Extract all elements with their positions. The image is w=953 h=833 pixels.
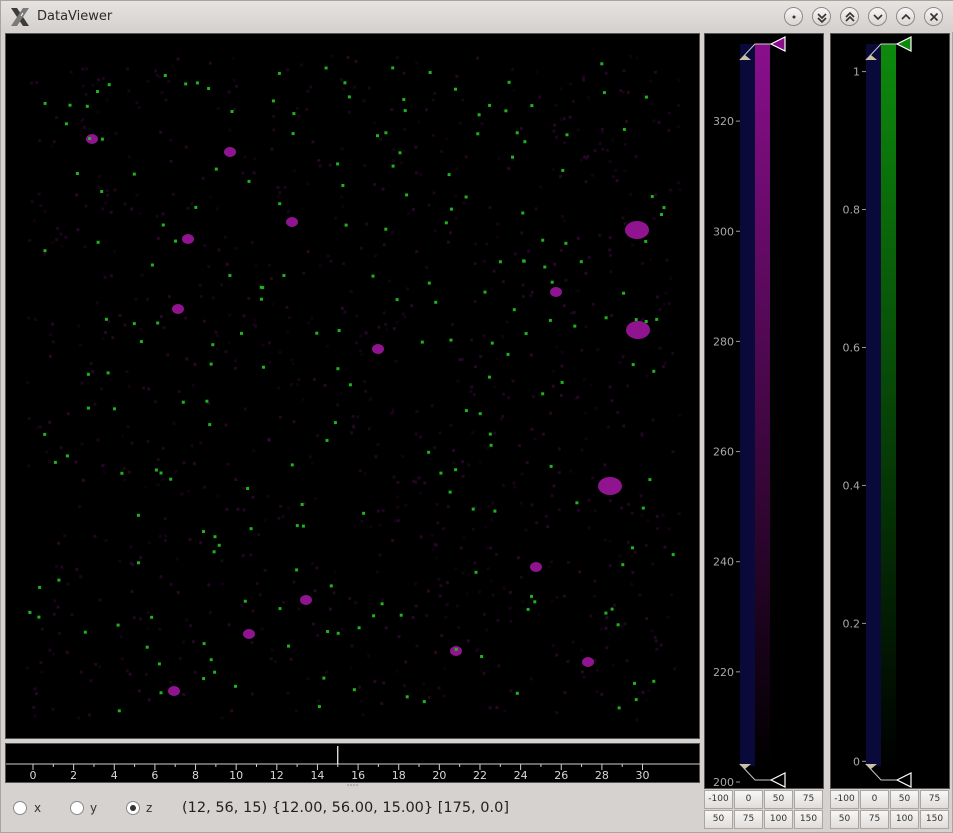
- colorbar-track: [866, 44, 881, 766]
- chevron-up-icon: [901, 13, 911, 20]
- image-view[interactable]: [5, 33, 700, 739]
- shade-button[interactable]: [784, 7, 803, 26]
- coordinate-readout: (12, 56, 15) {12.00, 56.00, 15.00} [175,…: [182, 800, 510, 816]
- colorbar-max-handle[interactable]: [895, 36, 912, 52]
- colorbar-max-marker[interactable]: [739, 55, 751, 60]
- preset-button[interactable]: -100: [704, 790, 733, 809]
- preset-button[interactable]: 75: [734, 810, 763, 829]
- slider-tick-label: 28: [595, 769, 609, 782]
- preset-button[interactable]: 75: [794, 790, 823, 809]
- status-bar: x y z (12, 56, 15) {12.00, 56.00, 15.00}…: [1, 791, 701, 827]
- colorbar-tick-label: 0.8: [843, 204, 861, 217]
- slider-tick-label: 8: [192, 769, 199, 782]
- magenta-blobs: [86, 134, 650, 696]
- colorbar-min-handle[interactable]: [769, 772, 786, 788]
- axis-z-radio[interactable]: [126, 801, 140, 815]
- colorbar-tick-label: 0: [853, 755, 860, 768]
- preset-button[interactable]: -100: [830, 790, 859, 809]
- colorbar-tick-label: 0.6: [843, 341, 861, 354]
- preset-button[interactable]: 75: [920, 790, 949, 809]
- axis-y-label: y: [90, 801, 98, 815]
- colorbar-magenta-presets: -100 0 50 75 50 75 100 150: [704, 790, 824, 830]
- colorbar-tick-label: 300: [713, 225, 734, 238]
- splitter-grip-icon[interactable]: [345, 783, 361, 787]
- volume-slice-image[interactable]: [6, 34, 700, 739]
- maximize-all-button[interactable]: [840, 7, 859, 26]
- colorbar-gradient: [881, 44, 896, 766]
- slice-slider[interactable]: 0 2 4 6 8 10 12 14 16 18 20 22 24 26 28 30: [5, 743, 701, 784]
- preset-button[interactable]: 0: [734, 790, 763, 809]
- preset-button[interactable]: 50: [830, 810, 859, 829]
- slider-tick-label: 20: [432, 769, 446, 782]
- preset-button[interactable]: 100: [764, 810, 793, 829]
- colorbar-tick-label: 280: [713, 335, 734, 348]
- colorbar-tick-label: 200: [713, 776, 734, 789]
- slider-tick-label: 6: [151, 769, 158, 782]
- colorbar-min-marker[interactable]: [739, 764, 751, 769]
- close-button[interactable]: [924, 7, 943, 26]
- slider-tick-label: 30: [636, 769, 650, 782]
- slider-tick-label: 0: [30, 769, 37, 782]
- window-title: DataViewer: [37, 9, 113, 24]
- slider-tick-label: 2: [70, 769, 77, 782]
- noise-layer: [26, 54, 682, 722]
- colorbar-green-presets: -100 0 50 75 50 75 100 150: [830, 790, 950, 830]
- dot-icon: [792, 15, 796, 19]
- preset-button[interactable]: 100: [890, 810, 919, 829]
- colorbar-max-handle[interactable]: [769, 36, 786, 52]
- colorbar-tick-label: 220: [713, 666, 734, 679]
- colorbar-track: [740, 44, 755, 766]
- chevron-down-icon: [873, 14, 883, 21]
- preset-button[interactable]: 50: [704, 810, 733, 829]
- slider-tick-label: 22: [473, 769, 487, 782]
- minimize-all-button[interactable]: [812, 7, 831, 26]
- colorbar-max-marker[interactable]: [865, 55, 877, 60]
- colorbar-tick-label: 260: [713, 446, 734, 459]
- preset-button[interactable]: 0: [860, 790, 889, 809]
- x-logo-icon: [11, 8, 29, 26]
- slider-tick-label: 16: [351, 769, 365, 782]
- colorbar-tick-label: 320: [713, 115, 734, 128]
- colorbar-min-marker[interactable]: [865, 764, 877, 769]
- close-icon: [929, 12, 939, 22]
- colorbar-tick-label: 0.2: [843, 617, 861, 630]
- axis-y-radio[interactable]: [70, 801, 84, 815]
- colorbar-green-graphic[interactable]: 1 0.8 0.6 0.4 0.2 0: [831, 34, 950, 789]
- colorbar-magenta[interactable]: 320 300 280 260 240 220 200: [704, 33, 824, 789]
- minimize-button[interactable]: [868, 7, 887, 26]
- slice-slider-ruler[interactable]: 0 2 4 6 8 10 12 14 16 18 20 22 24 26 28 30: [6, 744, 701, 784]
- axis-z-label: z: [146, 801, 153, 815]
- colorbar-tick-label: 0.4: [843, 479, 861, 492]
- maximize-button[interactable]: [896, 7, 915, 26]
- preset-button[interactable]: 50: [890, 790, 919, 809]
- colorbar-gradient: [755, 44, 770, 766]
- preset-button[interactable]: 150: [920, 810, 949, 829]
- slider-tick-label: 26: [554, 769, 568, 782]
- double-chevron-down-icon: [817, 13, 827, 24]
- colorbar-min-handle[interactable]: [895, 772, 912, 788]
- axis-x-label: x: [34, 801, 42, 815]
- preset-button[interactable]: 150: [794, 810, 823, 829]
- slider-tick-label: 10: [229, 769, 243, 782]
- slider-tick-label: 4: [111, 769, 118, 782]
- slider-tick-label: 18: [392, 769, 406, 782]
- preset-button[interactable]: 75: [860, 810, 889, 829]
- slider-tick-label: 12: [270, 769, 284, 782]
- axis-x-radio[interactable]: [13, 801, 27, 815]
- colorbar-tick-label: 240: [713, 556, 734, 569]
- slider-tick-label: 14: [310, 769, 324, 782]
- double-chevron-up-icon: [845, 11, 855, 22]
- colorbar-green[interactable]: 1 0.8 0.6 0.4 0.2 0: [830, 33, 950, 789]
- colorbar-magenta-graphic[interactable]: 320 300 280 260 240 220 200: [705, 34, 824, 789]
- preset-button[interactable]: 50: [764, 790, 793, 809]
- green-points: [28, 62, 675, 713]
- title-bar[interactable]: DataViewer: [1, 1, 953, 32]
- slider-tick-label: 24: [514, 769, 528, 782]
- colorbar-tick-label: 1: [853, 66, 860, 79]
